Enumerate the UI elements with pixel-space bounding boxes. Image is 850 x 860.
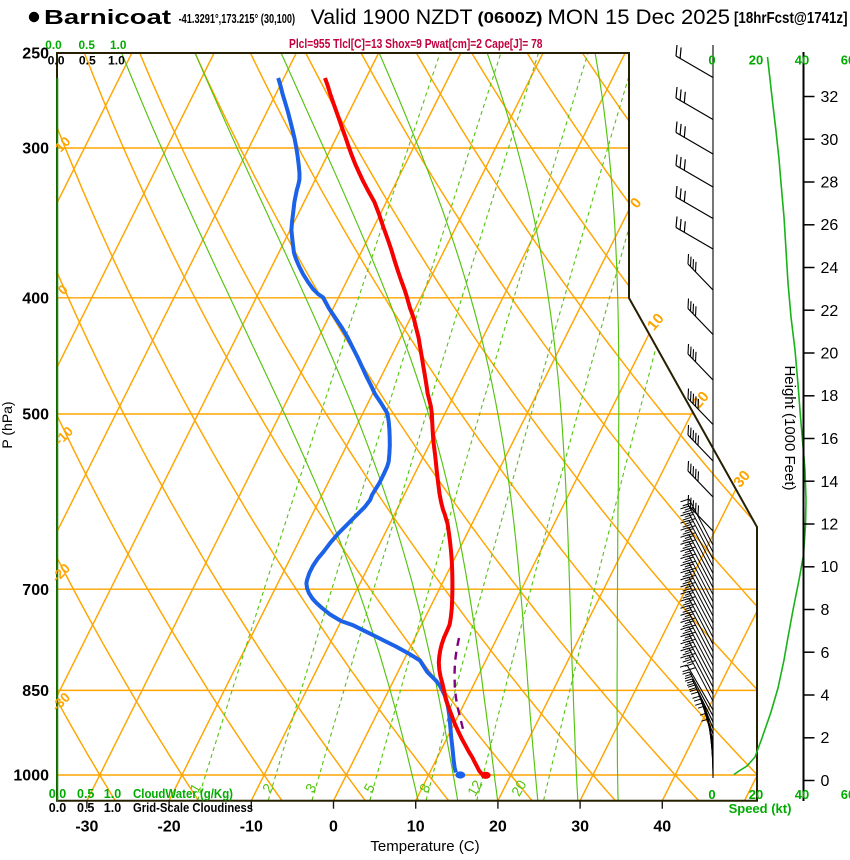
svg-text:30: 30 (821, 132, 839, 149)
svg-text:20: 20 (489, 819, 507, 836)
svg-text:0.5: 0.5 (79, 54, 96, 68)
svg-text:[18hrFcst@1741z]: [18hrFcst@1741z] (734, 10, 848, 27)
svg-text:0.0: 0.0 (49, 787, 66, 801)
svg-text:22: 22 (821, 303, 839, 320)
svg-text:20: 20 (749, 53, 763, 68)
svg-text:Grid-Scale Cloudiness: Grid-Scale Cloudiness (133, 801, 253, 815)
svg-text:40: 40 (653, 819, 671, 836)
svg-text:18: 18 (821, 388, 839, 405)
svg-text:400: 400 (22, 290, 49, 307)
svg-text:8: 8 (821, 602, 830, 619)
svg-text:0: 0 (708, 53, 715, 68)
svg-text:26: 26 (821, 217, 839, 234)
svg-text:-10: -10 (240, 819, 263, 836)
svg-text:-20: -20 (158, 819, 181, 836)
svg-text:300: 300 (22, 141, 49, 158)
svg-text:Speed (kt): Speed (kt) (729, 801, 792, 816)
svg-text:Height (1000 Feet): Height (1000 Feet) (781, 365, 798, 490)
svg-text:Temperature (C): Temperature (C) (370, 838, 479, 855)
svg-text:1.0: 1.0 (108, 54, 125, 68)
svg-text:20: 20 (821, 346, 839, 363)
svg-text:Barnicoat: Barnicoat (44, 6, 171, 29)
svg-text:24: 24 (821, 260, 839, 277)
svg-text:MON 15 Dec 2025: MON 15 Dec 2025 (548, 6, 731, 29)
svg-text:0: 0 (821, 773, 830, 790)
svg-text:16: 16 (821, 431, 839, 448)
svg-text:40: 40 (795, 787, 809, 802)
svg-text:20: 20 (508, 777, 530, 799)
svg-text:Valid 1900 NZDT: Valid 1900 NZDT (311, 6, 473, 29)
svg-text:14: 14 (821, 474, 839, 491)
svg-text:12: 12 (821, 517, 839, 534)
svg-text:250: 250 (22, 46, 49, 63)
svg-text:4: 4 (821, 688, 830, 705)
svg-text:60: 60 (841, 787, 850, 802)
svg-text:0.5: 0.5 (77, 787, 94, 801)
svg-text:0: 0 (329, 819, 338, 836)
svg-text:0.0: 0.0 (49, 801, 66, 815)
svg-text:6: 6 (821, 645, 830, 662)
svg-text:-41.3291°,173.215° (30,100): -41.3291°,173.215° (30,100) (179, 11, 296, 26)
svg-text:10: 10 (407, 819, 425, 836)
svg-text:-30: -30 (75, 819, 98, 836)
svg-text:(0600Z): (0600Z) (478, 10, 543, 27)
svg-text:30: 30 (571, 819, 589, 836)
svg-text:1000: 1000 (13, 768, 49, 785)
svg-text:CloudWater (g/Kg): CloudWater (g/Kg) (133, 787, 233, 801)
svg-text:500: 500 (22, 407, 49, 424)
svg-text:2: 2 (821, 730, 830, 747)
svg-text:0: 0 (708, 787, 715, 802)
svg-text:40: 40 (795, 53, 809, 68)
svg-text:700: 700 (22, 582, 49, 599)
svg-text:0.0: 0.0 (45, 38, 62, 52)
svg-text:1.0: 1.0 (110, 38, 127, 52)
svg-text:Plcl=955 Tlcl[C]=13 Shox=9 Pwa: Plcl=955 Tlcl[C]=13 Shox=9 Pwat[cm]=2 Ca… (289, 36, 543, 51)
svg-text:0.5: 0.5 (77, 801, 94, 815)
svg-text:0.0: 0.0 (48, 54, 65, 68)
svg-text:0.5: 0.5 (78, 38, 95, 52)
svg-text:850: 850 (22, 683, 49, 700)
svg-text:1.0: 1.0 (104, 801, 121, 815)
svg-text:12: 12 (464, 777, 486, 799)
svg-text:32: 32 (821, 89, 839, 106)
svg-text:1.0: 1.0 (104, 787, 121, 801)
svg-text:10: 10 (821, 559, 839, 576)
svg-text:60: 60 (841, 53, 850, 68)
svg-text:P (hPa): P (hPa) (0, 401, 15, 448)
svg-text:28: 28 (821, 175, 839, 192)
svg-text:20: 20 (749, 787, 763, 802)
